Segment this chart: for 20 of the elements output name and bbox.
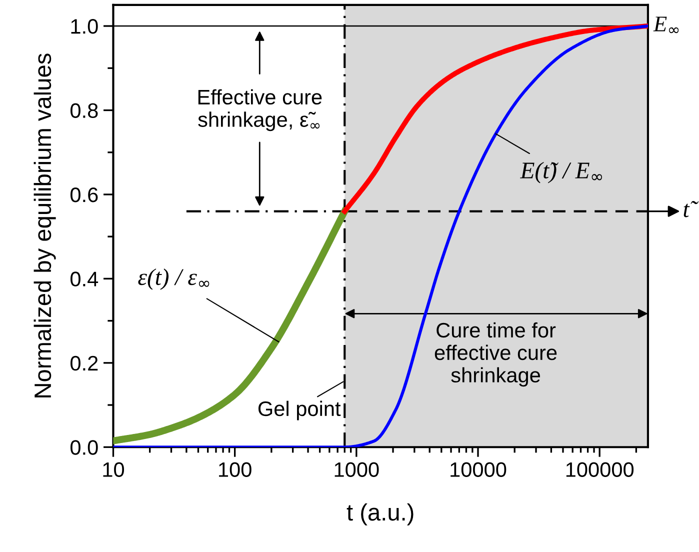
x-tick-label: 100 <box>219 462 252 478</box>
y-axis-title: Normalized by equilibrium values <box>34 54 56 398</box>
ref-line-label: t̃ <box>684 201 699 218</box>
x-tick-label: 10000 <box>450 462 506 478</box>
ref-line-label: E$_{∞}$ <box>653 16 679 34</box>
annotation: Effective cure shrinkage, ε̃$_{∞}$ <box>198 89 322 132</box>
y-tick-label: 0.0 <box>70 440 98 455</box>
ref-line-label: Gel point <box>258 400 341 420</box>
y-tick-label: 0.8 <box>70 103 98 118</box>
y-tick-label: 0.6 <box>70 187 98 202</box>
x-tick-label: 100000 <box>566 462 634 478</box>
annotation: E(t̃) / E$_{∞}$ <box>520 162 602 184</box>
annotation: ε(t) / ε$_{∞}$ <box>138 268 210 290</box>
annotation: Cure time for effective cure shrinkage <box>434 322 557 387</box>
x-tick-label: 1000 <box>334 462 379 478</box>
x-axis-title: t (a.u.) <box>346 503 414 526</box>
y-tick-label: 0.4 <box>70 272 98 286</box>
x-tick-label: 10 <box>103 462 124 478</box>
y-tick-label: 0.2 <box>70 356 98 371</box>
y-tick-label: 1.0 <box>71 19 98 34</box>
